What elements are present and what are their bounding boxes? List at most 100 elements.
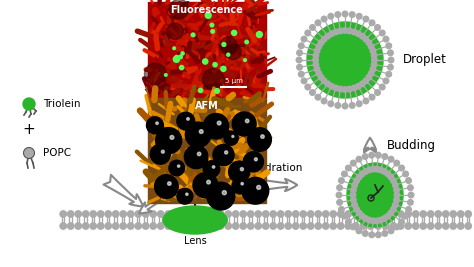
Circle shape: [90, 223, 96, 229]
Circle shape: [329, 83, 335, 89]
Circle shape: [225, 151, 228, 154]
Circle shape: [285, 223, 292, 229]
Circle shape: [157, 223, 164, 229]
Circle shape: [242, 177, 269, 204]
Circle shape: [337, 28, 343, 34]
Circle shape: [167, 23, 183, 40]
Circle shape: [143, 223, 149, 229]
Circle shape: [248, 128, 272, 151]
Circle shape: [300, 223, 306, 229]
Circle shape: [195, 211, 201, 217]
Circle shape: [174, 56, 179, 60]
Circle shape: [222, 191, 227, 195]
Circle shape: [356, 210, 362, 216]
Circle shape: [375, 223, 382, 229]
Circle shape: [321, 78, 327, 84]
Circle shape: [221, 66, 226, 71]
Circle shape: [398, 211, 404, 217]
Circle shape: [383, 78, 389, 84]
Circle shape: [337, 86, 343, 92]
Circle shape: [443, 223, 449, 229]
Circle shape: [403, 213, 409, 219]
Circle shape: [162, 84, 170, 92]
Circle shape: [90, 211, 96, 217]
Circle shape: [375, 25, 380, 30]
Circle shape: [352, 182, 357, 188]
Circle shape: [316, 70, 321, 76]
Circle shape: [435, 211, 441, 217]
Circle shape: [322, 223, 329, 229]
Circle shape: [98, 211, 104, 217]
Circle shape: [170, 135, 174, 139]
Circle shape: [296, 57, 302, 63]
Circle shape: [347, 86, 352, 92]
Circle shape: [240, 211, 246, 217]
Circle shape: [210, 211, 217, 217]
Circle shape: [360, 223, 366, 229]
Text: 5 μm: 5 μm: [225, 78, 243, 84]
Circle shape: [143, 211, 149, 217]
Circle shape: [164, 74, 167, 76]
Circle shape: [301, 78, 307, 84]
Circle shape: [202, 211, 209, 217]
Circle shape: [151, 85, 161, 95]
Circle shape: [212, 166, 215, 168]
Circle shape: [346, 219, 351, 225]
Circle shape: [388, 174, 393, 180]
Circle shape: [394, 192, 400, 198]
Circle shape: [210, 23, 214, 27]
Circle shape: [213, 144, 234, 166]
Circle shape: [390, 211, 396, 217]
Ellipse shape: [347, 163, 403, 227]
Text: Triolein: Triolein: [43, 99, 81, 109]
Circle shape: [356, 83, 361, 89]
Circle shape: [352, 202, 357, 208]
Circle shape: [199, 88, 202, 92]
Circle shape: [370, 48, 376, 54]
Circle shape: [374, 218, 380, 224]
Circle shape: [391, 178, 396, 183]
Circle shape: [120, 223, 127, 229]
Circle shape: [382, 154, 388, 159]
Circle shape: [233, 211, 239, 217]
Circle shape: [128, 211, 134, 217]
Circle shape: [337, 223, 344, 229]
Circle shape: [366, 74, 372, 80]
Circle shape: [383, 223, 389, 229]
Circle shape: [388, 228, 394, 234]
Circle shape: [457, 211, 464, 217]
Circle shape: [179, 55, 182, 59]
Circle shape: [225, 211, 231, 217]
Circle shape: [165, 223, 172, 229]
Circle shape: [386, 71, 392, 77]
Circle shape: [392, 202, 398, 208]
Circle shape: [180, 211, 186, 217]
Circle shape: [75, 211, 82, 217]
Text: Lens: Lens: [183, 236, 206, 246]
Circle shape: [412, 211, 419, 217]
Text: Budding: Budding: [387, 139, 436, 151]
Circle shape: [177, 188, 193, 204]
Circle shape: [336, 192, 342, 198]
Circle shape: [257, 185, 261, 189]
Circle shape: [315, 20, 321, 26]
Circle shape: [383, 211, 389, 217]
Text: Droplet: Droplet: [403, 53, 447, 66]
Circle shape: [349, 12, 355, 17]
Circle shape: [338, 207, 344, 212]
Circle shape: [277, 211, 284, 217]
Circle shape: [408, 199, 413, 205]
Circle shape: [372, 57, 377, 63]
Circle shape: [356, 13, 362, 19]
Circle shape: [150, 144, 170, 164]
Circle shape: [378, 217, 383, 223]
Circle shape: [213, 62, 217, 67]
Circle shape: [186, 193, 188, 195]
Circle shape: [245, 40, 248, 44]
Circle shape: [241, 182, 244, 185]
Circle shape: [105, 223, 111, 229]
Circle shape: [457, 223, 464, 229]
Circle shape: [399, 165, 404, 171]
Circle shape: [354, 206, 359, 212]
Circle shape: [375, 90, 380, 95]
